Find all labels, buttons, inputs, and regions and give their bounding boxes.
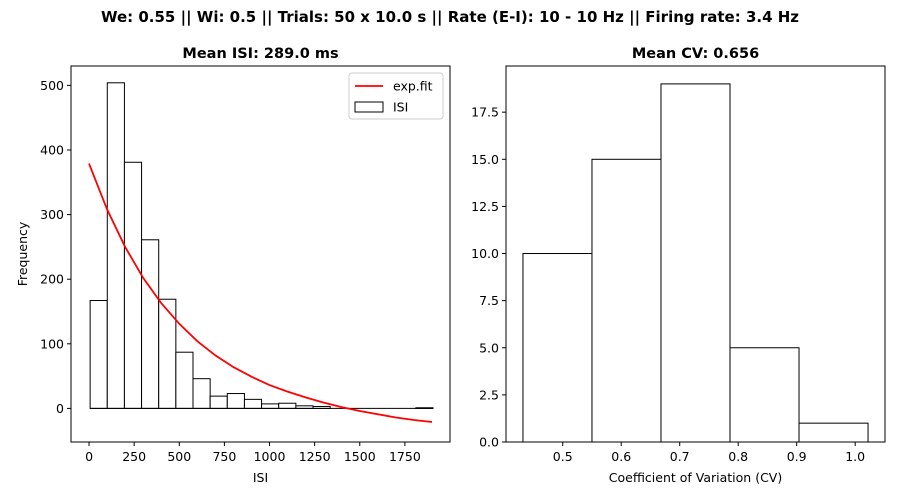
isi-histogram-panel: 0 250 500 750 1000 1250 1500 1750 0 100 200 300 400 5…	[15, 46, 451, 485]
isi-x-tick-label: 250	[122, 449, 146, 464]
cv-y-tick-label: 7.5	[479, 293, 499, 308]
isi-bar	[89, 300, 108, 409]
isi-y-tick-label: 100	[40, 336, 64, 351]
cv-x-tick-label: 0.8	[728, 449, 748, 464]
isi-x-tick-label: 1500	[344, 449, 376, 464]
cv-x-tick-label: 0.5	[553, 449, 573, 464]
cv-histogram-panel: 0.5 0.6 0.7 0.8 0.9 1.0 0.0 2.5 5.0 7.5 10.0 12.5 15…	[471, 46, 886, 485]
isi-x-tick-label: 1250	[299, 449, 331, 464]
isi-y-tick-label: 200	[40, 272, 64, 287]
cv-y-tick-label: 2.5	[479, 387, 499, 402]
isi-bar	[226, 393, 245, 409]
isi-chart-title: Mean ISI: 289.0 ms	[182, 46, 338, 62]
isi-bar	[278, 402, 297, 409]
isi-bar	[192, 378, 211, 409]
isi-y-tick-label: 0	[56, 401, 64, 416]
isi-bar	[175, 351, 194, 409]
isi-y-tick-label: 300	[40, 207, 64, 222]
isi-bar	[106, 82, 125, 409]
cv-y-tick-label: 10.0	[471, 246, 499, 261]
legend: exp.fit ISI	[348, 72, 444, 120]
isi-x-tick-label: 1000	[254, 449, 286, 464]
isi-x-tick-label: 0	[85, 449, 93, 464]
cv-y-tick-label: 5.0	[479, 340, 499, 355]
isi-bar	[209, 395, 228, 409]
legend-swatch-isi	[354, 101, 384, 113]
isi-x-tick-label: 1750	[389, 449, 421, 464]
isi-axes-frame	[70, 65, 451, 443]
isi-x-tick-label: 750	[212, 449, 236, 464]
isi-y-axis-label: Frequency	[15, 221, 30, 286]
isi-bar	[243, 398, 263, 409]
cv-x-tick-label: 0.7	[670, 449, 690, 464]
isi-bar	[123, 161, 143, 409]
isi-x-tick-label: 500	[167, 449, 191, 464]
cv-y-tick-label: 12.5	[471, 199, 499, 214]
isi-bar	[261, 403, 280, 409]
cv-x-axis-label: Coefficient of Variation (CV)	[609, 470, 782, 485]
cv-bar	[798, 422, 869, 443]
isi-y-tick-label: 400	[40, 142, 64, 157]
exp-fit-line	[88, 163, 433, 423]
isi-bar	[141, 239, 160, 409]
isi-y-tick-label: 500	[40, 78, 64, 93]
figure-suptitle: We: 0.55 || Wi: 0.5 || Trials: 50 x 10.0…	[101, 8, 799, 27]
cv-x-tick-label: 0.9	[787, 449, 807, 464]
cv-y-tick-label: 17.5	[471, 105, 499, 120]
cv-bar	[729, 347, 800, 443]
legend-entry-label: ISI	[393, 100, 408, 115]
cv-y-tick-label: 15.0	[471, 152, 499, 167]
legend-entry-label: exp.fit	[393, 79, 433, 94]
cv-x-tick-label: 1.0	[845, 449, 865, 464]
isi-x-axis-label: ISI	[253, 470, 268, 485]
cv-bar	[660, 83, 731, 443]
cv-chart-title: Mean CV: 0.656	[632, 46, 759, 62]
cv-x-tick-label: 0.6	[611, 449, 631, 464]
cv-bar	[591, 158, 662, 443]
cv-y-tick-label: 0.0	[479, 435, 499, 450]
cv-bar	[522, 253, 593, 443]
